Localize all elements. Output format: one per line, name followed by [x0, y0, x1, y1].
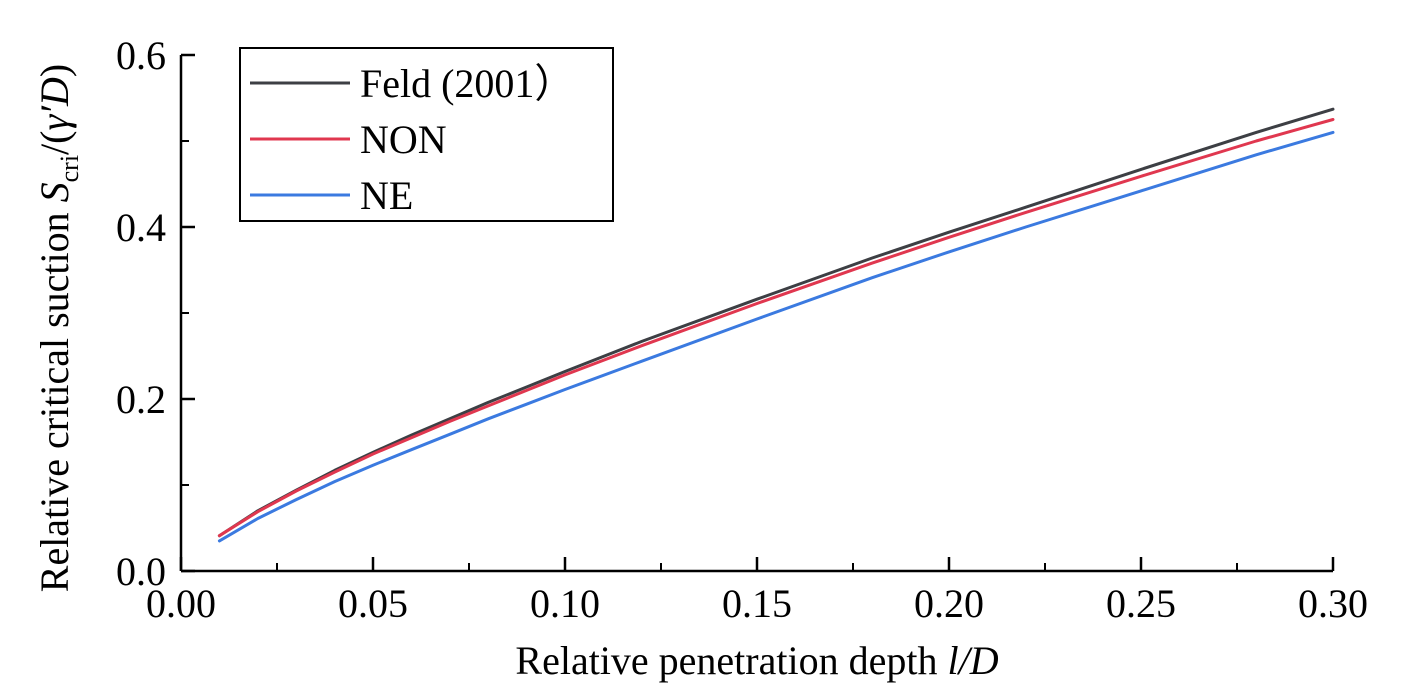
- y-tick-label: 0.4: [116, 205, 166, 250]
- legend-label-1: NON: [360, 117, 447, 162]
- legend-label-2: NE: [360, 173, 413, 218]
- series-lines: [217, 107, 1335, 543]
- legend-box: [239, 47, 614, 222]
- x-tick-label: 0.10: [530, 581, 600, 626]
- legend: Feld (2001） NON NE: [239, 47, 614, 222]
- x-tick-label: 0.25: [1106, 581, 1176, 626]
- x-tick-label: 0.05: [338, 581, 408, 626]
- legend-label-0: Feld (2001）: [360, 61, 574, 106]
- tick-labels: 0.00 0.05 0.10 0.15 0.20 0.25 0.30 0.0 0.2 0.4 0.6: [116, 33, 1368, 626]
- x-tick-label: 0.15: [722, 581, 792, 626]
- y-tick-label: 0.2: [116, 377, 166, 422]
- series-line-1: [217, 118, 1335, 538]
- y-tick-label: 0.6: [116, 33, 166, 78]
- ticks: [179, 53, 1335, 573]
- series-line-2: [217, 130, 1335, 543]
- y-axis-title: Relative critical suction Scri/(γ′D): [32, 64, 84, 592]
- y-tick-label: 0.0: [116, 549, 166, 594]
- x-tick-label: 0.30: [1298, 581, 1368, 626]
- x-tick-label: 0.20: [914, 581, 984, 626]
- x-tick-label: 0.00: [146, 581, 216, 626]
- x-axis-title: Relative penetration depth l/D: [515, 638, 998, 683]
